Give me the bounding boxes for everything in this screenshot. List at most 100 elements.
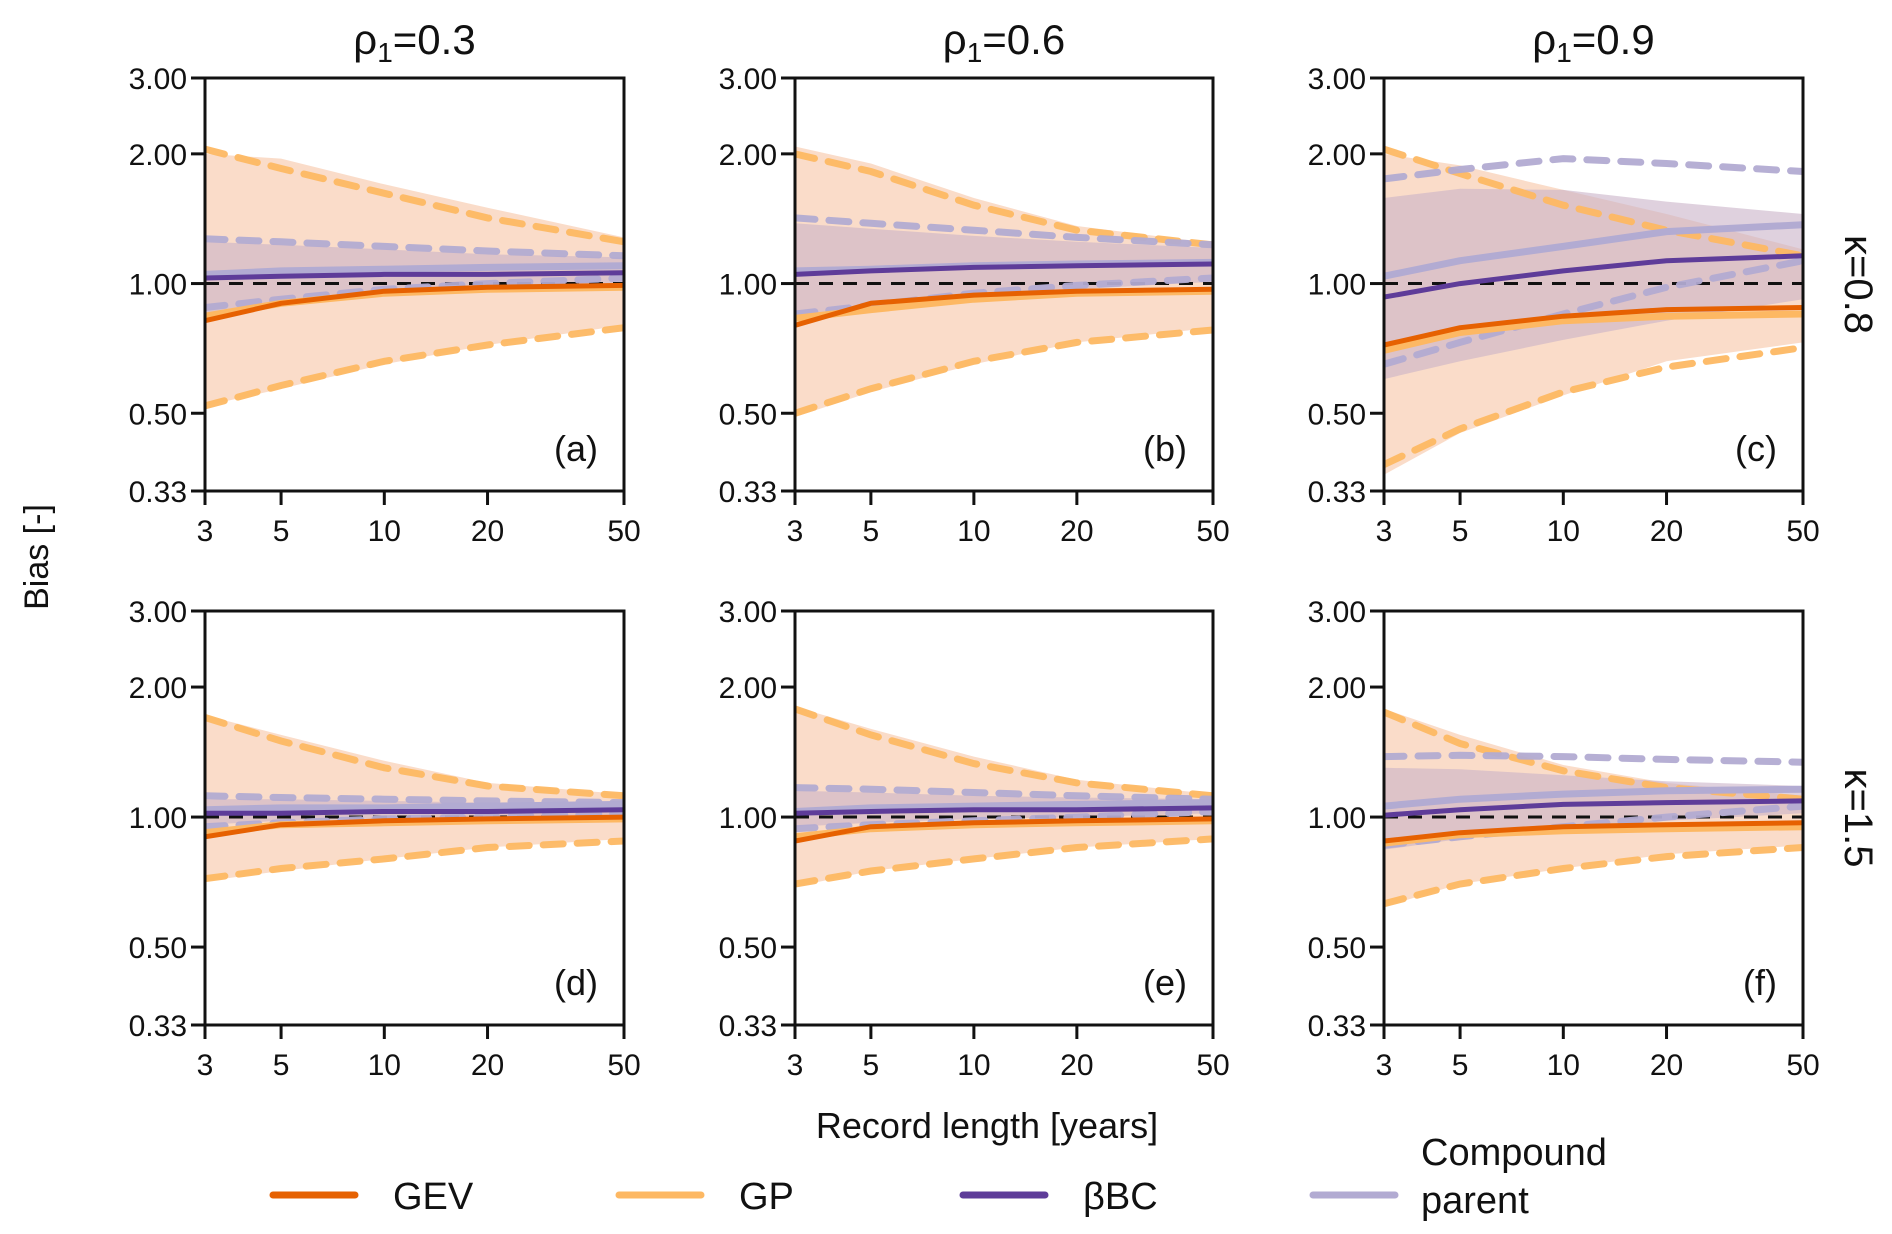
y-tick-label: 0.50 bbox=[719, 932, 777, 965]
y-tick-label: 1.00 bbox=[129, 802, 187, 835]
panel-c: 0.33 0.50 1.00 2.00 3.00 3 5 10 20 50 (c) ρ1=0.9 κ=0… bbox=[1308, 16, 1880, 548]
column-title: ρ1=0.3 bbox=[353, 16, 475, 68]
legend-item-gev: GEV bbox=[269, 1176, 474, 1218]
gev-median-line bbox=[1384, 820, 1803, 844]
y-tick-label: 0.50 bbox=[129, 398, 187, 431]
gp-lower-dashed-line bbox=[205, 837, 624, 883]
title-value: =0.3 bbox=[393, 16, 476, 63]
cp-upper-dashed-line bbox=[795, 214, 1213, 249]
y-tick-label: 0.50 bbox=[1308, 398, 1366, 431]
panel-label: (e) bbox=[1143, 962, 1187, 1003]
legend-item-bbc: βBC bbox=[959, 1176, 1158, 1218]
cp-median-line bbox=[795, 799, 1213, 815]
panel-label: (a) bbox=[554, 428, 598, 469]
gp-lower-dashed-line bbox=[1384, 844, 1803, 908]
plot-area bbox=[1384, 145, 1803, 475]
legend-label: βBC bbox=[1083, 1176, 1158, 1218]
y-axis-label: Bias [-] bbox=[18, 504, 56, 610]
y-tick-label: 3.00 bbox=[1308, 596, 1366, 629]
bbc-median-line bbox=[795, 261, 1213, 277]
y-tick-label: 2.00 bbox=[1308, 672, 1366, 705]
panel-a: 0.33 0.50 1.00 2.00 3.00 3 5 10 20 50 (a) ρ1=0.3 bbox=[129, 16, 641, 548]
title-value: =0.9 bbox=[1572, 16, 1655, 63]
title-symbol: ρ bbox=[353, 16, 377, 63]
cp-upper-dashed-line bbox=[1384, 155, 1803, 183]
panel-b: 0.33 0.50 1.00 2.00 3.00 3 5 10 20 50 (b) ρ1=0.6 bbox=[719, 16, 1230, 548]
x-tick-label: 20 bbox=[471, 515, 504, 548]
x-axis-label: Record length [years] bbox=[816, 1105, 1158, 1146]
cp-upper-dashed-line bbox=[205, 235, 624, 260]
x-tick-label: 3 bbox=[1376, 515, 1393, 548]
plot-area bbox=[1384, 708, 1803, 908]
legend-label-line: Compound bbox=[1421, 1132, 1607, 1174]
panel-label: (f) bbox=[1743, 962, 1777, 1003]
panel-d: 0.33 0.50 1.00 2.00 3.00 3 5 10 20 50 (d) bbox=[129, 596, 641, 1082]
gp-upper-dashed-line bbox=[205, 145, 624, 246]
y-tick-label: 0.33 bbox=[129, 1010, 187, 1043]
cp-median-line bbox=[1384, 221, 1803, 280]
x-tick-label: 5 bbox=[1452, 1049, 1469, 1082]
gev-median-line bbox=[205, 282, 624, 324]
panel-label: (b) bbox=[1143, 428, 1187, 469]
legend-label-line: parent bbox=[1421, 1180, 1529, 1222]
row-label: κ=0.8 bbox=[1836, 235, 1880, 334]
bbc-median-line bbox=[205, 270, 624, 281]
column-title: ρ1=0.9 bbox=[1532, 16, 1654, 68]
gev-median-line bbox=[205, 814, 624, 840]
cp-uncertainty-band bbox=[795, 223, 1213, 321]
y-tick-label: 0.33 bbox=[719, 1010, 777, 1043]
plot-area bbox=[795, 705, 1213, 888]
x-tick-label: 20 bbox=[1650, 515, 1683, 548]
gp-upper-dashed-line bbox=[795, 705, 1213, 800]
y-tick-label: 1.00 bbox=[719, 269, 777, 302]
y-tick-label: 0.50 bbox=[129, 932, 187, 965]
x-tick-label: 10 bbox=[368, 515, 401, 548]
gp-upper-dashed-line bbox=[1384, 145, 1803, 260]
legend-item-gp: GP bbox=[615, 1176, 794, 1218]
y-tick-label: 1.00 bbox=[1308, 802, 1366, 835]
x-tick-label: 10 bbox=[368, 1049, 401, 1082]
cp-upper-dashed-line bbox=[795, 784, 1213, 803]
panel-label: (c) bbox=[1735, 428, 1777, 469]
legend: GEV GP βBC Compound parent bbox=[269, 1132, 1607, 1222]
cp-upper-dashed-line bbox=[1384, 751, 1803, 766]
x-tick-label: 20 bbox=[1060, 515, 1093, 548]
panel-f: 0.33 0.50 1.00 2.00 3.00 3 5 10 20 50 (f) κ=1.5 bbox=[1308, 596, 1880, 1082]
x-tick-label: 20 bbox=[1650, 1049, 1683, 1082]
bbc-median-line bbox=[1384, 798, 1803, 818]
gp-lower-dashed-line bbox=[1384, 344, 1803, 469]
y-tick-label: 0.33 bbox=[1308, 1010, 1366, 1043]
gp-median-line bbox=[1384, 310, 1803, 354]
title-value: =0.6 bbox=[982, 16, 1065, 63]
x-tick-label: 50 bbox=[1786, 1049, 1819, 1082]
gev-median-line bbox=[795, 816, 1213, 844]
panels-group: 0.33 0.50 1.00 2.00 3.00 3 5 10 20 50 (a) ρ1=0.3 0.3… bbox=[129, 16, 1880, 1082]
x-tick-label: 10 bbox=[1547, 1049, 1580, 1082]
x-tick-label: 3 bbox=[1376, 1049, 1393, 1082]
cp-median-line bbox=[205, 800, 624, 814]
x-tick-label: 5 bbox=[863, 515, 880, 548]
title-symbol: ρ bbox=[1532, 16, 1556, 63]
row-label: κ=1.5 bbox=[1836, 769, 1880, 868]
x-tick-label: 10 bbox=[1547, 515, 1580, 548]
bbc-median-line bbox=[795, 805, 1213, 816]
panel-label: (d) bbox=[554, 962, 598, 1003]
column-title: ρ1=0.6 bbox=[943, 16, 1065, 68]
x-tick-label: 5 bbox=[1452, 515, 1469, 548]
y-tick-label: 3.00 bbox=[1308, 63, 1366, 96]
y-tick-label: 3.00 bbox=[129, 63, 187, 96]
gp-upper-dashed-line bbox=[795, 150, 1213, 249]
x-tick-label: 3 bbox=[787, 1049, 804, 1082]
y-tick-label: 3.00 bbox=[719, 596, 777, 629]
x-tick-label: 5 bbox=[273, 515, 290, 548]
y-tick-label: 1.00 bbox=[719, 802, 777, 835]
cp-upper-dashed-line bbox=[205, 792, 624, 807]
legend-label: GEV bbox=[393, 1176, 474, 1218]
legend-label: GP bbox=[739, 1176, 794, 1218]
x-tick-label: 50 bbox=[1196, 1049, 1229, 1082]
x-tick-label: 5 bbox=[863, 1049, 880, 1082]
bbc-median-line bbox=[205, 807, 624, 816]
y-tick-label: 2.00 bbox=[1308, 139, 1366, 172]
x-tick-label: 20 bbox=[471, 1049, 504, 1082]
